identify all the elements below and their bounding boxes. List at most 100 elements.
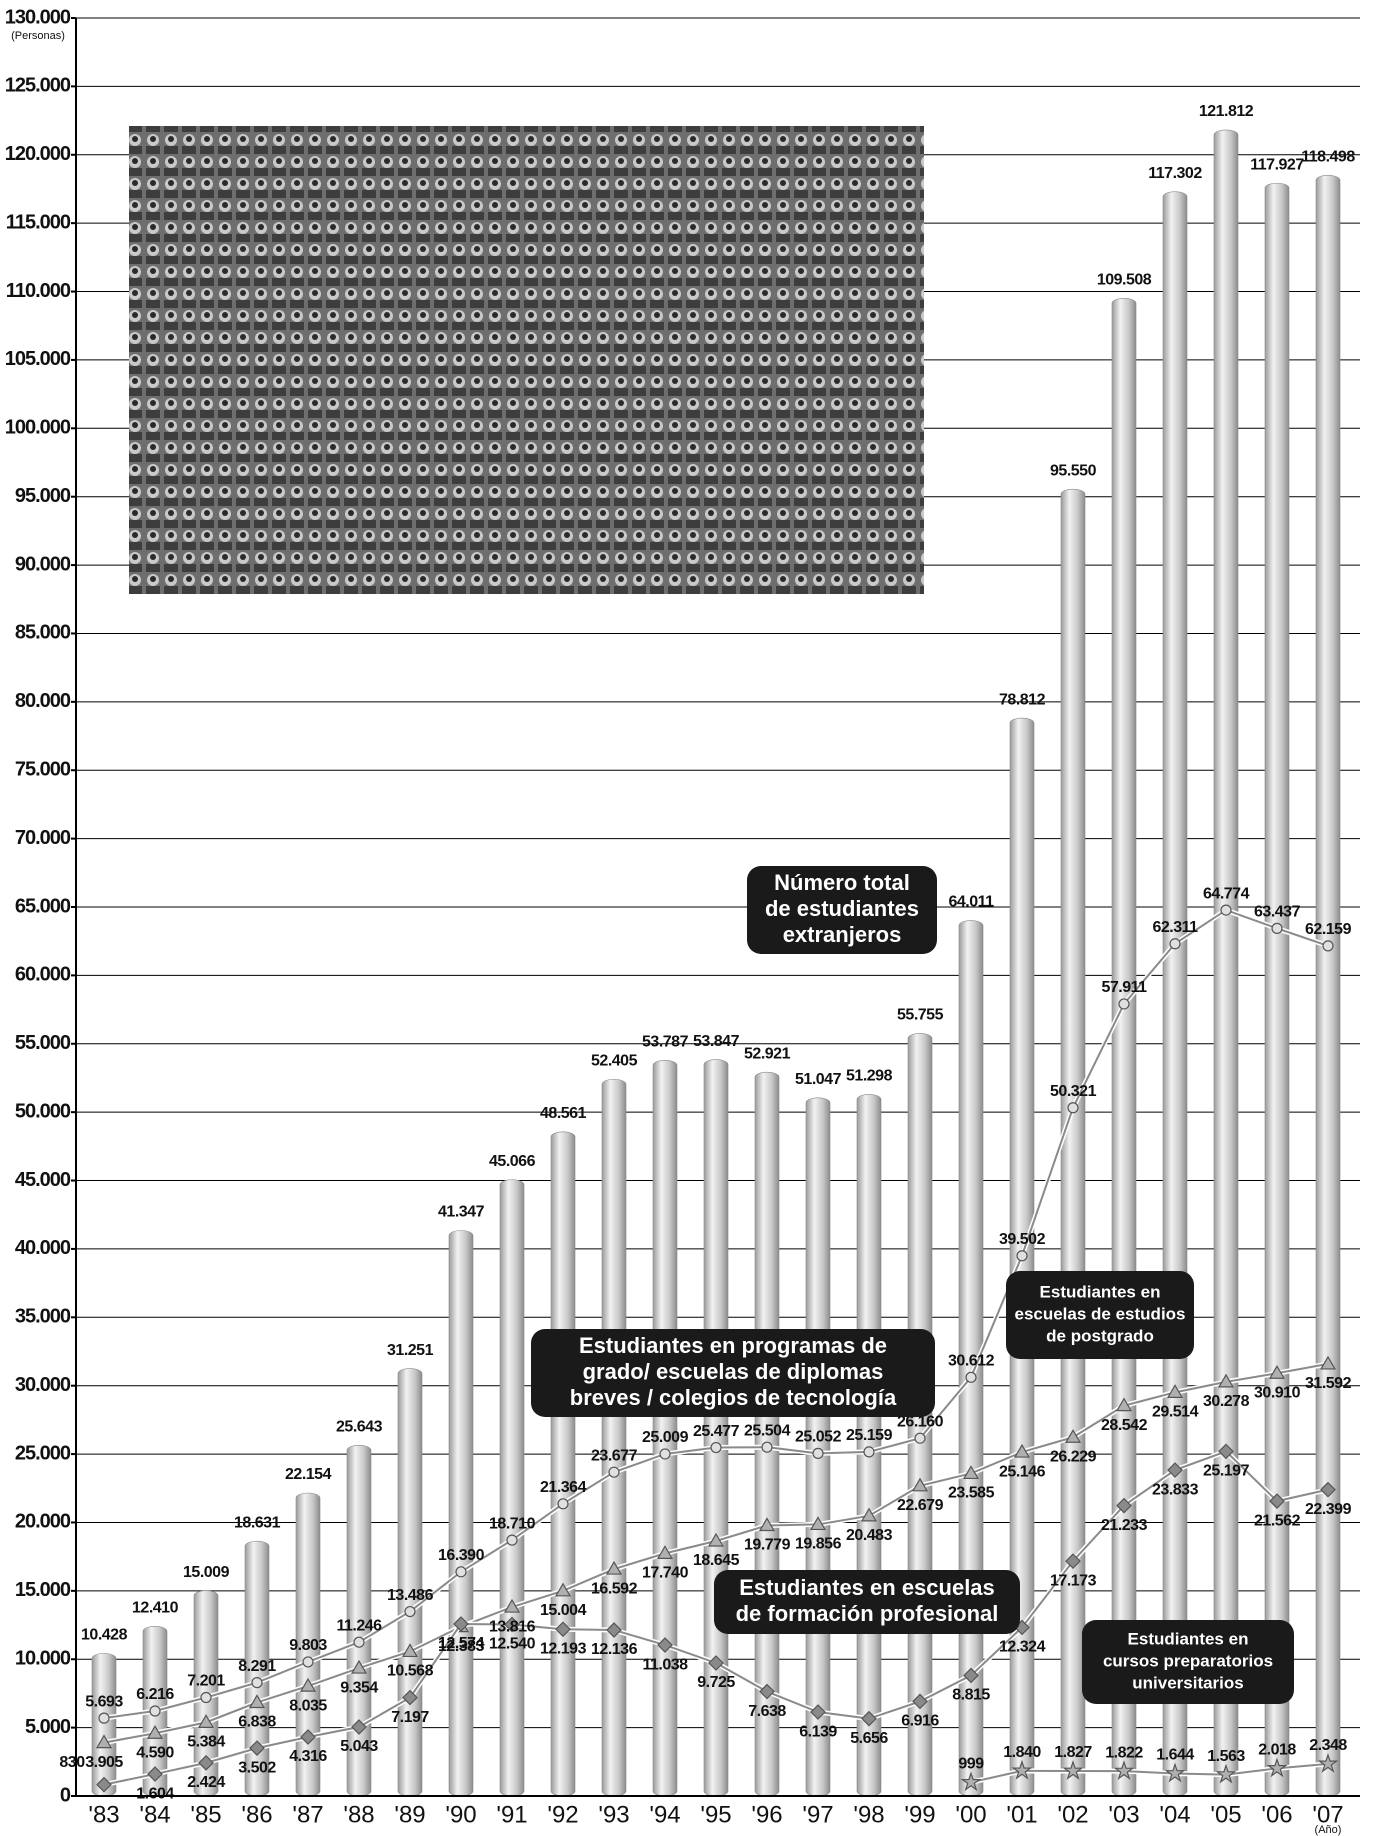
x-tick-label: '91 xyxy=(496,1801,527,1828)
marker xyxy=(912,1693,928,1710)
annotation: Número total xyxy=(774,870,910,895)
bar xyxy=(397,1368,423,1797)
y-tick-label: 10.000 xyxy=(15,1648,71,1670)
data-label: 2.348 xyxy=(1309,1737,1347,1754)
y-tick-label: 40.000 xyxy=(15,1237,71,1259)
data-label: 1.604 xyxy=(136,1785,174,1802)
marker xyxy=(353,1636,365,1648)
data-label: 18.645 xyxy=(693,1552,740,1569)
marker xyxy=(1062,1760,1084,1780)
y-tick-label: 125.000 xyxy=(5,75,71,97)
marker xyxy=(1218,1443,1234,1460)
marker xyxy=(200,1691,212,1704)
y-tick-label: 45.000 xyxy=(15,1169,71,1191)
x-tick-label: '88 xyxy=(343,1801,374,1828)
marker xyxy=(350,1659,368,1674)
data-label: 6.838 xyxy=(238,1714,276,1731)
data-label: 41.347 xyxy=(438,1204,485,1221)
annotation-box xyxy=(714,1570,1020,1634)
y-tick-label: 95.000 xyxy=(15,485,71,507)
marker xyxy=(1064,1429,1082,1443)
marker xyxy=(1011,1759,1033,1780)
data-label: 11.246 xyxy=(336,1617,382,1634)
marker xyxy=(1065,1553,1081,1569)
data-label: 15.004 xyxy=(540,1602,587,1619)
marker xyxy=(147,1766,163,1782)
data-label: 25.052 xyxy=(795,1429,842,1446)
photo xyxy=(129,126,924,594)
data-label: 7.638 xyxy=(748,1703,786,1720)
marker xyxy=(146,1725,164,1739)
data-label: 118.498 xyxy=(1301,149,1355,166)
marker xyxy=(812,1447,824,1459)
y-tick-label: 20.000 xyxy=(15,1511,71,1533)
marker xyxy=(506,1534,518,1546)
bar xyxy=(601,1078,627,1797)
data-label: 2.018 xyxy=(1258,1742,1296,1759)
marker xyxy=(1268,1365,1286,1379)
data-label: 17.173 xyxy=(1050,1572,1097,1589)
marker xyxy=(860,1507,878,1522)
x-tick-label: '94 xyxy=(649,1801,680,1828)
marker xyxy=(98,1712,110,1724)
marker xyxy=(1220,904,1232,916)
y-tick-label: 120.000 xyxy=(5,143,71,165)
y-tick-label: 35.000 xyxy=(15,1306,71,1328)
marker xyxy=(401,1643,419,1658)
data-label: 4.316 xyxy=(289,1748,327,1765)
data-label: 5.043 xyxy=(340,1738,378,1755)
data-label: 52.921 xyxy=(744,1045,791,1062)
y-tick-label: 90.000 xyxy=(15,553,71,575)
data-label: 48.561 xyxy=(540,1105,587,1122)
y-tick-label: 65.000 xyxy=(15,895,71,917)
data-label: 53.847 xyxy=(693,1033,740,1050)
marker xyxy=(554,1582,572,1597)
marker xyxy=(557,1498,569,1510)
x-tick-label: '92 xyxy=(547,1801,578,1828)
marker xyxy=(95,1734,113,1749)
marker xyxy=(707,1532,725,1547)
data-label: 117.927 xyxy=(1250,156,1304,173)
y-tick-label: 0 xyxy=(60,1784,71,1806)
y-tick-label: 80.000 xyxy=(15,690,71,712)
marker xyxy=(963,1667,979,1684)
data-label: 12.383 xyxy=(438,1638,485,1655)
data-label: 12.136 xyxy=(591,1641,638,1658)
data-label: 21.562 xyxy=(1254,1512,1301,1529)
marker xyxy=(555,1621,571,1638)
bar xyxy=(499,1179,525,1797)
data-label: 21.233 xyxy=(1101,1517,1148,1534)
data-label: 28.542 xyxy=(1101,1417,1148,1434)
annotation: breves / colegios de tecnología xyxy=(570,1385,897,1410)
data-label: 13.816 xyxy=(489,1618,536,1635)
y-tick-label: 5.000 xyxy=(25,1716,71,1738)
x-tick-label: '93 xyxy=(598,1801,629,1828)
data-label: 19.856 xyxy=(795,1536,842,1553)
marker xyxy=(759,1683,775,1700)
marker xyxy=(710,1441,722,1454)
marker xyxy=(605,1560,623,1575)
data-label: 1.563 xyxy=(1207,1748,1245,1765)
data-label: 62.311 xyxy=(1152,919,1198,936)
x-tick-label: '98 xyxy=(853,1801,884,1828)
y-tick-label: 60.000 xyxy=(15,964,71,986)
marker xyxy=(503,1598,521,1613)
data-label: 95.550 xyxy=(1050,462,1097,479)
annotation: de formación profesional xyxy=(736,1601,999,1626)
x-tick-label: '99 xyxy=(904,1801,935,1828)
annotation: universitarios xyxy=(1132,1673,1244,1692)
marker xyxy=(1016,1250,1028,1262)
marker xyxy=(453,1616,469,1632)
bar xyxy=(448,1230,474,1797)
data-label: 57.911 xyxy=(1101,979,1147,996)
marker xyxy=(1067,1102,1079,1114)
y-tick-label: 70.000 xyxy=(15,827,71,849)
marker xyxy=(1215,1763,1237,1784)
x-tick-label: '06 xyxy=(1261,1801,1292,1828)
data-label: 17.740 xyxy=(642,1565,689,1582)
data-label: 6.216 xyxy=(136,1686,174,1703)
marker xyxy=(657,1637,673,1653)
data-label: 30.910 xyxy=(1254,1384,1301,1401)
marker xyxy=(861,1710,877,1727)
